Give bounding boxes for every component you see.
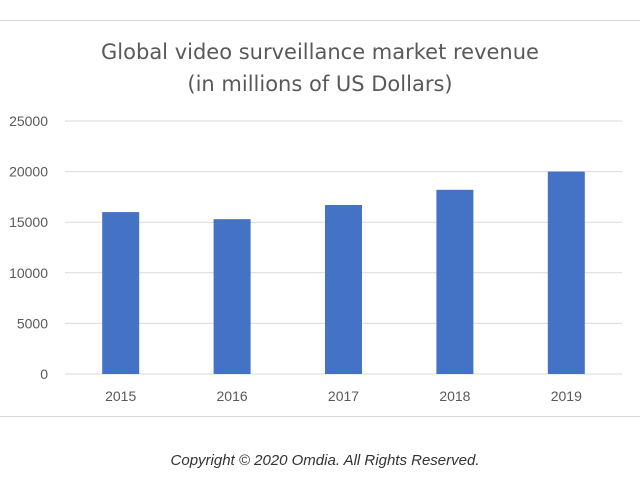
bar-2017 [325, 204, 362, 374]
bar-2018 [436, 189, 474, 374]
chart-title: Global video surveillance market revenue… [0, 36, 640, 100]
chart-top-border [0, 20, 640, 21]
bar-2015 [102, 212, 140, 374]
y-tick-label-0: 0 [40, 366, 48, 382]
x-axis: 2015 2016 2017 2018 2019 [105, 388, 582, 404]
x-tick-label-2015: 2015 [105, 388, 136, 404]
x-tick-label-2019: 2019 [551, 388, 582, 404]
bar-2019 [547, 171, 585, 374]
bar-2016 [213, 219, 251, 374]
chart-bottom-border [0, 416, 640, 417]
y-tick-label-20000: 20000 [9, 164, 48, 180]
y-axis: 0 5000 10000 15000 20000 25000 [9, 113, 48, 382]
x-tick-label-2017: 2017 [328, 388, 359, 404]
y-tick-label-5000: 5000 [17, 315, 48, 331]
y-tick-label-15000: 15000 [9, 214, 48, 230]
copyright-notice: Copyright © 2020 Omdia. All Rights Reser… [170, 452, 480, 469]
chart-title-line-2: (in millions of US Dollars) [187, 72, 453, 96]
y-tick-label-25000: 25000 [9, 113, 48, 129]
bars [102, 171, 585, 374]
chart-title-line-1: Global video surveillance market revenue [101, 40, 539, 64]
y-tick-label-10000: 10000 [9, 265, 48, 281]
x-tick-label-2018: 2018 [439, 388, 470, 404]
x-tick-label-2016: 2016 [217, 388, 248, 404]
